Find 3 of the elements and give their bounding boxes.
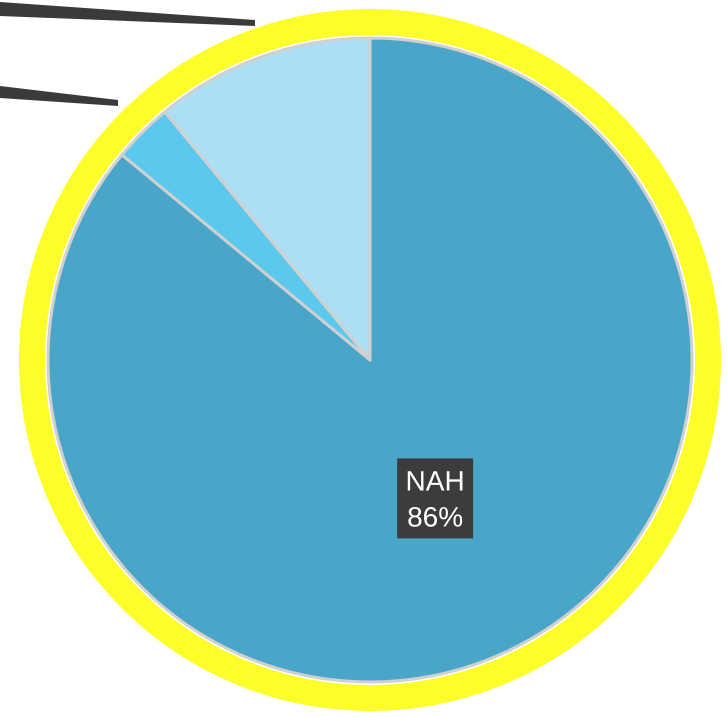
pie-slice — [46, 36, 694, 684]
slice-label: NAH — [406, 465, 465, 496]
data-label: 86% — [407, 501, 464, 532]
